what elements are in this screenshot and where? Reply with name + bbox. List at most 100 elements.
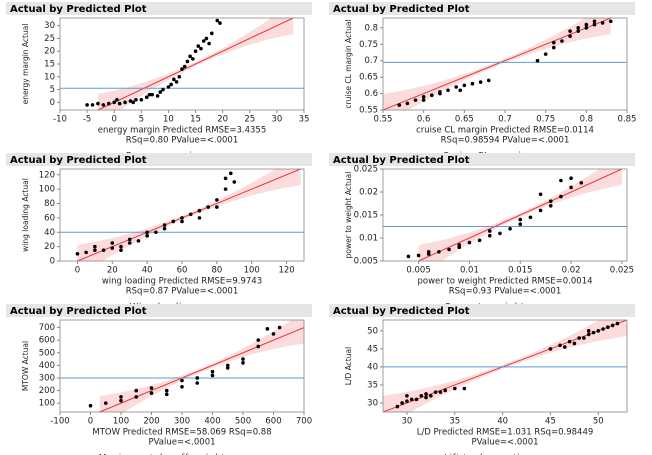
y-tick-label: 20 bbox=[44, 47, 55, 57]
data-point bbox=[191, 57, 195, 61]
data-point bbox=[528, 215, 533, 220]
x-tick-label: 100 bbox=[113, 417, 129, 427]
x-tick-label: 0.01 bbox=[460, 266, 479, 276]
data-point bbox=[144, 95, 149, 100]
data-point bbox=[572, 341, 577, 346]
x-axis-label: energy margin Predicted RMSE=3.4355 bbox=[98, 126, 266, 136]
data-point bbox=[454, 85, 459, 89]
fit-line bbox=[418, 169, 623, 261]
data-point bbox=[149, 391, 154, 395]
data-point bbox=[197, 208, 202, 213]
panel: Actual by Predicted Plot 0 20 40 60 80 100 120 0… bbox=[6, 153, 312, 313]
data-point bbox=[206, 205, 210, 209]
data-point bbox=[409, 397, 414, 402]
x-tick-label: 40 bbox=[497, 417, 508, 427]
y-tick-label: 200 bbox=[39, 386, 55, 396]
data-point bbox=[421, 95, 426, 99]
x-tick-label: 0.85 bbox=[618, 115, 637, 125]
x-tick-label: 25 bbox=[244, 115, 255, 125]
y-tick-label: 30 bbox=[367, 398, 378, 408]
data-point bbox=[596, 329, 601, 333]
x-tick-label: -10 bbox=[53, 115, 67, 125]
panel-title: Actual by Predicted Plot bbox=[333, 306, 470, 317]
data-point bbox=[180, 216, 184, 220]
data-point bbox=[560, 39, 564, 43]
data-point bbox=[576, 29, 580, 33]
panel-title: Actual by Predicted Plot bbox=[10, 155, 147, 166]
data-point bbox=[210, 31, 214, 36]
data-point bbox=[134, 395, 139, 399]
stats-label: PValue=<.0001 bbox=[148, 438, 215, 448]
y-axis-label: MTOW Actual bbox=[21, 341, 30, 391]
data-point bbox=[232, 180, 237, 184]
data-point bbox=[101, 103, 106, 107]
y-axis-label: cruise CL margin Actual bbox=[344, 19, 353, 108]
data-point bbox=[241, 361, 245, 365]
y-axis-label: L/D Actual bbox=[344, 347, 353, 385]
plot-area bbox=[383, 18, 627, 110]
data-point bbox=[123, 100, 127, 105]
x-tick-label: 35 bbox=[449, 417, 460, 427]
x-tick-label: 700 bbox=[296, 417, 312, 427]
data-point bbox=[478, 80, 483, 84]
data-point bbox=[256, 338, 261, 342]
y-tick-label: 40 bbox=[367, 362, 378, 372]
fit-line bbox=[77, 169, 301, 261]
x-tick-label: 200 bbox=[143, 417, 159, 427]
panel-header-bg bbox=[329, 304, 635, 317]
data-point bbox=[416, 253, 421, 258]
data-point bbox=[185, 59, 190, 64]
data-point bbox=[563, 345, 567, 349]
data-point bbox=[127, 241, 132, 245]
data-point bbox=[131, 100, 135, 105]
data-point bbox=[592, 22, 597, 27]
data-point bbox=[467, 240, 472, 245]
data-point bbox=[166, 85, 171, 89]
panel: Actual by Predicted Plot -10 -5 0 5 10 15 20 25 3… bbox=[6, 2, 312, 162]
y-tick-label: 300 bbox=[39, 373, 55, 383]
panel-header-bg bbox=[6, 153, 312, 166]
data-point bbox=[164, 388, 169, 393]
data-point bbox=[112, 100, 117, 105]
data-point bbox=[430, 93, 434, 98]
data-point bbox=[569, 185, 573, 190]
data-point bbox=[419, 393, 424, 398]
data-point bbox=[487, 233, 492, 238]
data-point bbox=[271, 332, 276, 336]
y-tick-label: 100 bbox=[39, 399, 55, 409]
data-point bbox=[201, 39, 206, 43]
data-point bbox=[84, 250, 88, 255]
x-tick-label: 0.7 bbox=[498, 115, 512, 125]
data-point bbox=[196, 44, 201, 48]
data-point bbox=[96, 101, 100, 106]
data-point bbox=[158, 90, 163, 94]
x-tick-label: 0 bbox=[88, 417, 93, 427]
panel-header-bg bbox=[6, 304, 312, 317]
x-tick-label: 0 bbox=[75, 266, 80, 276]
panel-title: Actual by Predicted Plot bbox=[333, 155, 470, 166]
data-point bbox=[538, 208, 543, 213]
x-tick-label: -5 bbox=[83, 115, 91, 125]
data-point bbox=[538, 192, 543, 197]
data-point bbox=[180, 384, 184, 389]
y-tick-label: 50 bbox=[367, 326, 378, 336]
y-tick-label: 0.65 bbox=[359, 73, 378, 83]
caption: Lift to drag ratio bbox=[444, 454, 526, 455]
data-point bbox=[256, 344, 261, 349]
data-point bbox=[119, 398, 123, 403]
data-point bbox=[180, 219, 184, 224]
data-point bbox=[210, 373, 215, 378]
data-point bbox=[172, 77, 176, 82]
x-tick-label: 0.005 bbox=[406, 266, 430, 276]
data-point bbox=[558, 343, 562, 348]
fit-line bbox=[99, 327, 304, 412]
data-point bbox=[452, 386, 457, 391]
x-tick-label: 35 bbox=[299, 115, 310, 125]
data-point bbox=[241, 357, 245, 361]
data-point bbox=[207, 41, 211, 46]
panel-header-bg bbox=[6, 2, 312, 15]
data-point bbox=[477, 238, 482, 243]
data-point bbox=[182, 64, 187, 69]
y-tick-label: 20 bbox=[44, 242, 55, 252]
x-tick-label: 50 bbox=[593, 417, 604, 427]
